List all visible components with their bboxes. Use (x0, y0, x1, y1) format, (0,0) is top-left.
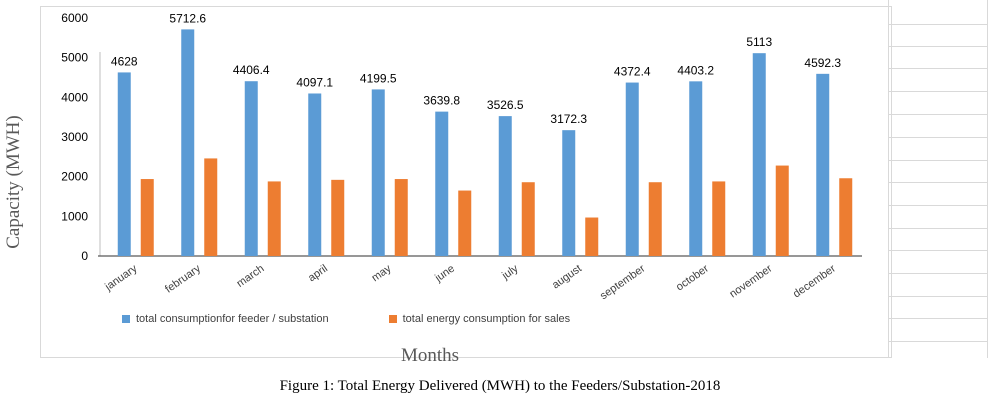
x-tick-label: june (432, 263, 457, 285)
x-tick-label: january (102, 262, 140, 293)
y-tick-label: 6000 (61, 11, 88, 25)
y-tick-label: 3000 (61, 130, 88, 144)
x-axis-label: Months (400, 345, 460, 366)
legend-swatch-feeder (122, 315, 130, 323)
x-tick-label: may (370, 262, 394, 284)
legend-label-sales: total energy consumption for sales (402, 313, 571, 325)
bar-sales (204, 158, 218, 256)
bar-feeder (308, 93, 322, 257)
x-tick-label: september (598, 262, 648, 302)
x-tick-label: november (728, 262, 775, 300)
data-label: 4372.4 (614, 65, 651, 79)
bar-sales (394, 179, 408, 256)
data-label: 4097.1 (296, 75, 333, 89)
bar-sales (585, 217, 599, 256)
bar-feeder (562, 130, 576, 256)
bar-feeder (498, 116, 512, 256)
bar-feeder (689, 81, 703, 256)
data-label: 5712.6 (169, 11, 206, 25)
figure-caption: Figure 1: Total Energy Delivered (MWH) t… (279, 378, 721, 394)
x-tick-label: july (499, 262, 521, 282)
y-axis-label: Capacity (MWH) (3, 115, 24, 249)
data-label: 5113 (746, 35, 772, 49)
legend-item-sales: total energy consumption for sales (388, 313, 571, 325)
bar-feeder (244, 81, 258, 256)
data-label: 3172.3 (550, 112, 587, 126)
bar-sales (775, 165, 789, 256)
data-label: 3639.8 (423, 94, 460, 108)
legend: total consumptionfor feeder / substation… (122, 313, 570, 325)
data-label: 3526.5 (487, 98, 524, 112)
bar-sales (521, 182, 535, 256)
bar-feeder (371, 89, 385, 256)
bar-feeder (816, 73, 830, 256)
data-label: 4199.5 (360, 71, 397, 85)
bar-sales (712, 181, 726, 256)
bar-sales (267, 181, 281, 256)
side-grid (888, 0, 988, 358)
y-tick-label: 2000 (61, 170, 88, 184)
bar-sales (331, 179, 345, 256)
legend-swatch-sales (388, 315, 397, 323)
y-tick-label: 5000 (61, 51, 88, 65)
data-label: 4403.2 (677, 63, 714, 77)
bar-sales (458, 190, 472, 256)
bar-sales (648, 182, 662, 256)
bar-feeder (181, 29, 195, 256)
data-label: 4592.3 (804, 56, 841, 70)
bar-feeder (752, 53, 766, 257)
y-tick-label: 0 (81, 249, 88, 263)
x-tick-label: march (235, 263, 267, 290)
bar-sales (839, 178, 853, 256)
y-tick-label: 4000 (61, 90, 88, 104)
x-tick-label: february (163, 262, 203, 295)
bar-sales (140, 179, 154, 256)
legend-label-feeder: total consumptionfor feeder / substation (136, 313, 329, 325)
data-label: 4628 (111, 54, 138, 68)
x-tick-label: october (674, 262, 711, 293)
bar-feeder (435, 111, 449, 256)
legend-item-feeder: total consumptionfor feeder / substation (122, 313, 329, 325)
bar-feeder (625, 82, 639, 257)
bar-feeder (117, 72, 131, 256)
data-label: 4406.4 (233, 63, 270, 77)
x-tick-label: august (550, 263, 584, 292)
y-tick-label: 1000 (61, 209, 88, 223)
x-tick-label: april (306, 263, 330, 285)
x-tick-label: december (791, 262, 838, 300)
